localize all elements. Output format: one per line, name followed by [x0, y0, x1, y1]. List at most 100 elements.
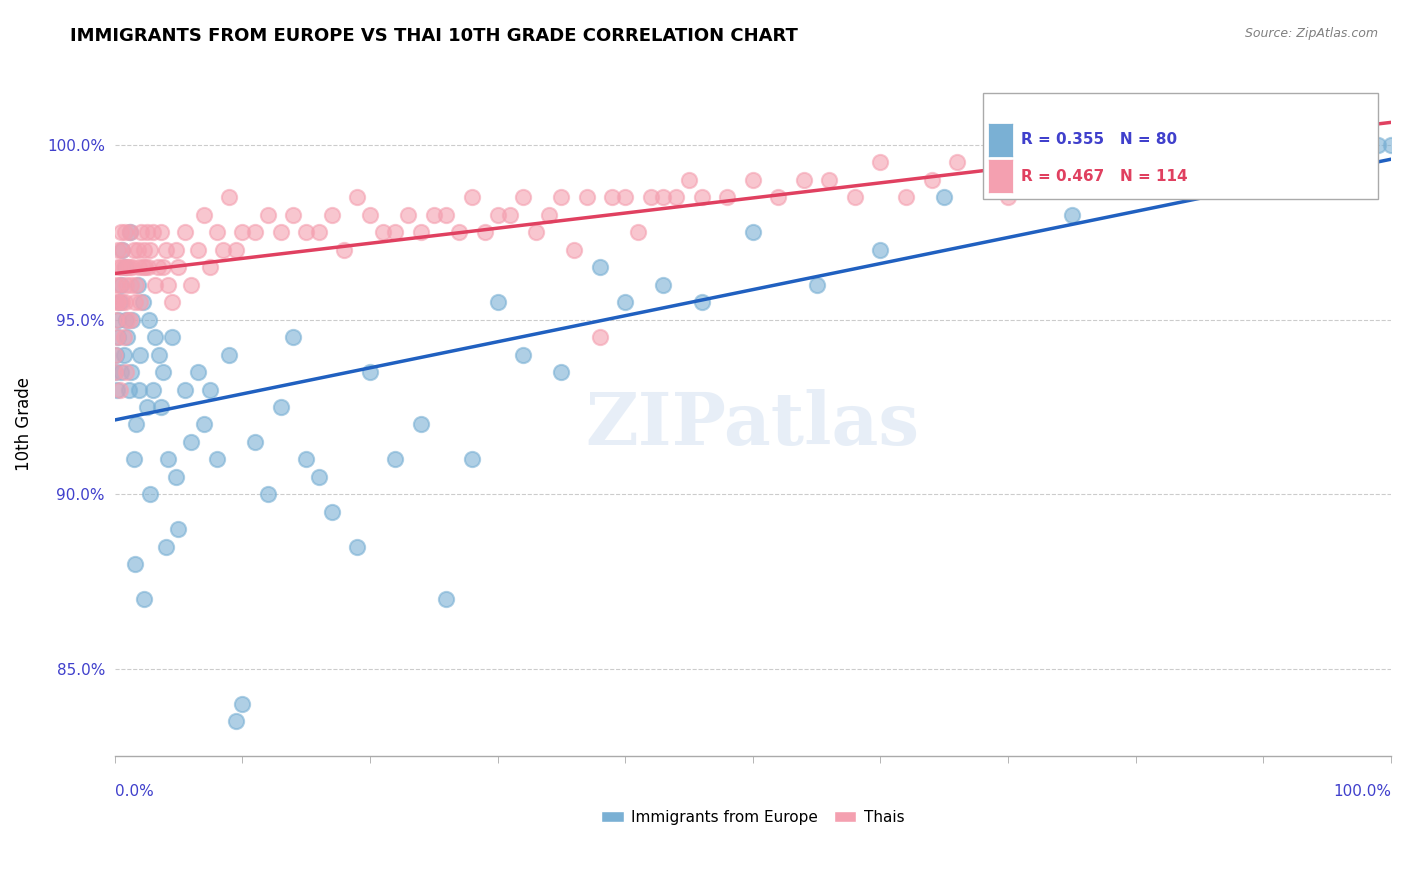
Point [104, 312, 127, 326]
Point [678, 173, 700, 187]
Point [152, 260, 174, 275]
Point [108, 383, 131, 397]
Point [844, 190, 866, 204]
Point [946, 155, 969, 169]
Text: R = 0.355   N = 80: R = 0.355 N = 80 [1021, 132, 1177, 147]
Text: Source: ZipAtlas.com: Source: ZipAtlas.com [1244, 27, 1378, 40]
Point [869, 243, 891, 257]
Point [243, 225, 266, 239]
Point [114, 295, 136, 310]
Text: IMMIGRANTS FROM EUROPE VS THAI 10TH GRADE CORRELATION CHART: IMMIGRANTS FROM EUROPE VS THAI 10TH GRAD… [70, 27, 799, 45]
Point [486, 295, 509, 310]
Point [396, 208, 419, 222]
Point [112, 260, 135, 275]
Point [333, 243, 356, 257]
Point [346, 190, 368, 204]
Point [136, 260, 159, 275]
Point [652, 190, 675, 204]
Point [1125, 155, 1147, 169]
Point [793, 173, 815, 187]
Point [627, 225, 650, 239]
Point [104, 348, 127, 362]
Point [180, 434, 202, 449]
Point [321, 505, 343, 519]
Point [894, 190, 917, 204]
Point [125, 417, 148, 432]
Legend: Immigrants from Europe, Thais: Immigrants from Europe, Thais [595, 804, 911, 831]
FancyBboxPatch shape [983, 93, 1378, 199]
Point [115, 365, 138, 379]
Point [187, 365, 209, 379]
Point [118, 312, 141, 326]
Point [104, 365, 127, 379]
Point [1125, 155, 1147, 169]
Point [371, 225, 394, 239]
Point [145, 330, 167, 344]
Point [1341, 138, 1364, 153]
Point [231, 697, 253, 711]
Point [115, 277, 138, 292]
Point [117, 260, 139, 275]
Point [148, 348, 170, 362]
Point [134, 260, 156, 275]
Point [1188, 173, 1211, 187]
Point [131, 225, 153, 239]
Point [157, 452, 180, 467]
Point [384, 225, 406, 239]
Point [1175, 173, 1198, 187]
Point [139, 487, 162, 501]
Point [256, 208, 278, 222]
Point [114, 225, 136, 239]
Point [1278, 155, 1301, 169]
Point [149, 225, 172, 239]
Point [122, 243, 145, 257]
Point [160, 295, 183, 310]
Point [461, 452, 484, 467]
Point [152, 365, 174, 379]
Point [436, 208, 458, 222]
Point [108, 295, 131, 310]
Point [768, 190, 790, 204]
Point [486, 208, 509, 222]
Point [741, 225, 763, 239]
Point [1226, 155, 1249, 169]
Point [104, 365, 127, 379]
Point [588, 260, 610, 275]
Point [111, 243, 134, 257]
Point [110, 260, 132, 275]
Point [107, 243, 129, 257]
Point [652, 277, 675, 292]
Point [104, 348, 127, 362]
Point [155, 243, 177, 257]
Point [110, 365, 132, 379]
Point [1253, 138, 1275, 153]
Point [690, 295, 713, 310]
Point [205, 452, 228, 467]
Point [107, 260, 129, 275]
Point [474, 225, 496, 239]
Point [283, 208, 305, 222]
Point [132, 243, 155, 257]
Point [806, 277, 828, 292]
Point [107, 330, 129, 344]
Point [225, 714, 247, 729]
Point [139, 243, 162, 257]
Point [167, 260, 190, 275]
Point [118, 383, 141, 397]
Text: ZIPatlas: ZIPatlas [586, 389, 920, 460]
Point [524, 225, 547, 239]
Point [499, 208, 522, 222]
Point [231, 225, 253, 239]
Point [409, 417, 432, 432]
Text: 0.0%: 0.0% [115, 784, 153, 799]
Point [461, 190, 484, 204]
Point [173, 225, 195, 239]
Point [165, 470, 187, 484]
Point [562, 243, 585, 257]
Point [869, 155, 891, 169]
Point [180, 277, 202, 292]
Point [193, 417, 215, 432]
Point [218, 348, 240, 362]
Point [131, 295, 153, 310]
Point [112, 348, 135, 362]
